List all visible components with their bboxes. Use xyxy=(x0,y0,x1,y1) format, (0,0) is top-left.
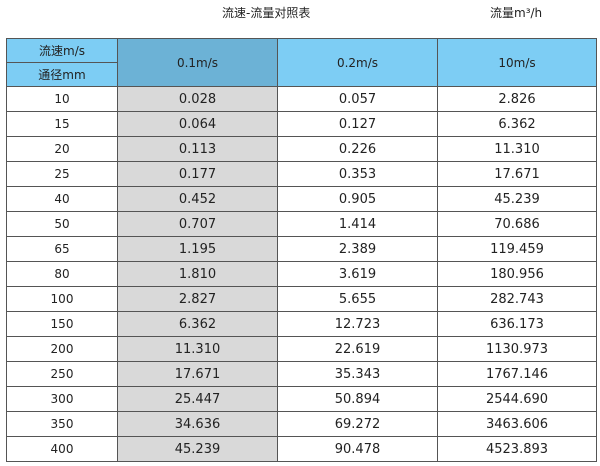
diameter-cell: 400 xyxy=(6,436,118,462)
diameter-cell: 250 xyxy=(6,361,118,387)
diameter-cell: 40 xyxy=(6,186,118,212)
flow-cell: 180.956 xyxy=(437,261,597,287)
flow-cell: 6.362 xyxy=(117,311,278,337)
flow-cell: 0.028 xyxy=(117,86,278,112)
flow-cell: 1.810 xyxy=(117,261,278,287)
flow-cell: 0.113 xyxy=(117,136,278,162)
unit-label: 流量m³/h xyxy=(490,6,543,20)
diameter-cell: 10 xyxy=(6,86,118,112)
flow-cell: 90.478 xyxy=(277,436,438,462)
flow-cell: 636.173 xyxy=(437,311,597,337)
diameter-cell: 15 xyxy=(6,111,118,137)
flow-cell: 11.310 xyxy=(437,136,597,162)
diameter-cell: 80 xyxy=(6,261,118,287)
flow-cell: 6.362 xyxy=(437,111,597,137)
flow-cell: 25.447 xyxy=(117,386,278,412)
diameter-cell: 20 xyxy=(6,136,118,162)
flow-cell: 4523.893 xyxy=(437,436,597,462)
flow-cell: 0.707 xyxy=(117,211,278,237)
diameter-cell: 150 xyxy=(6,311,118,337)
table-row: 250 17.671 35.343 1767.146 xyxy=(6,361,597,387)
flow-cell: 5.655 xyxy=(277,286,438,312)
flow-cell: 2.389 xyxy=(277,236,438,262)
table-row: 100 2.827 5.655 282.743 xyxy=(6,286,597,312)
table-title: 流速-流量对照表 xyxy=(222,6,311,20)
flow-cell: 282.743 xyxy=(437,286,597,312)
header-diameter: 通径mm xyxy=(6,62,118,87)
flow-cell: 3463.606 xyxy=(437,411,597,437)
diameter-cell: 300 xyxy=(6,386,118,412)
diameter-cell: 65 xyxy=(6,236,118,262)
table-row: 80 1.810 3.619 180.956 xyxy=(6,261,597,287)
table-row: 40 0.452 0.905 45.239 xyxy=(6,186,597,212)
flow-cell: 70.686 xyxy=(437,211,597,237)
flow-cell: 1.195 xyxy=(117,236,278,262)
table-row: 350 34.636 69.272 3463.606 xyxy=(6,411,597,437)
table-row: 300 25.447 50.894 2544.690 xyxy=(6,386,597,412)
table-row: 10 0.028 0.057 2.826 xyxy=(6,86,597,112)
flow-cell: 0.353 xyxy=(277,161,438,187)
flow-cell: 69.272 xyxy=(277,411,438,437)
flow-cell: 0.064 xyxy=(117,111,278,137)
flow-cell: 50.894 xyxy=(277,386,438,412)
diameter-cell: 50 xyxy=(6,211,118,237)
table-row: 150 6.362 12.723 636.173 xyxy=(6,311,597,337)
column-header-0.2: 0.2m/s xyxy=(277,38,438,87)
flow-cell: 1130.973 xyxy=(437,336,597,362)
table-row: 200 11.310 22.619 1130.973 xyxy=(6,336,597,362)
table-row: 15 0.064 0.127 6.362 xyxy=(6,111,597,137)
flow-cell: 119.459 xyxy=(437,236,597,262)
flow-cell: 2.826 xyxy=(437,86,597,112)
flow-cell: 0.226 xyxy=(277,136,438,162)
flow-cell: 0.177 xyxy=(117,161,278,187)
flow-cell: 2.827 xyxy=(117,286,278,312)
flow-cell: 45.239 xyxy=(437,186,597,212)
column-header-0.1: 0.1m/s xyxy=(117,38,278,87)
flow-cell: 12.723 xyxy=(277,311,438,337)
flow-cell: 0.452 xyxy=(117,186,278,212)
flow-cell: 34.636 xyxy=(117,411,278,437)
flow-rate-table: 流速m/s 0.1m/s 0.2m/s 10m/s 通径mm 10 0.028 0.… xyxy=(6,38,597,462)
flow-cell: 17.671 xyxy=(437,161,597,187)
table-row: 400 45.239 90.478 4523.893 xyxy=(6,436,597,462)
diameter-cell: 350 xyxy=(6,411,118,437)
flow-cell: 17.671 xyxy=(117,361,278,387)
diameter-cell: 25 xyxy=(6,161,118,187)
flow-cell: 2544.690 xyxy=(437,386,597,412)
diameter-cell: 100 xyxy=(6,286,118,312)
flow-cell: 11.310 xyxy=(117,336,278,362)
flow-cell: 35.343 xyxy=(277,361,438,387)
flow-cell: 3.619 xyxy=(277,261,438,287)
flow-cell: 1767.146 xyxy=(437,361,597,387)
header-velocity: 流速m/s xyxy=(6,38,118,63)
flow-cell: 1.414 xyxy=(277,211,438,237)
table-row: 25 0.177 0.353 17.671 xyxy=(6,161,597,187)
flow-cell: 0.127 xyxy=(277,111,438,137)
flow-cell: 45.239 xyxy=(117,436,278,462)
diameter-cell: 200 xyxy=(6,336,118,362)
flow-cell: 0.905 xyxy=(277,186,438,212)
table-row: 65 1.195 2.389 119.459 xyxy=(6,236,597,262)
table-row: 20 0.113 0.226 11.310 xyxy=(6,136,597,162)
table-row: 50 0.707 1.414 70.686 xyxy=(6,211,597,237)
flow-cell: 0.057 xyxy=(277,86,438,112)
flow-cell: 22.619 xyxy=(277,336,438,362)
column-header-10: 10m/s xyxy=(437,38,597,87)
